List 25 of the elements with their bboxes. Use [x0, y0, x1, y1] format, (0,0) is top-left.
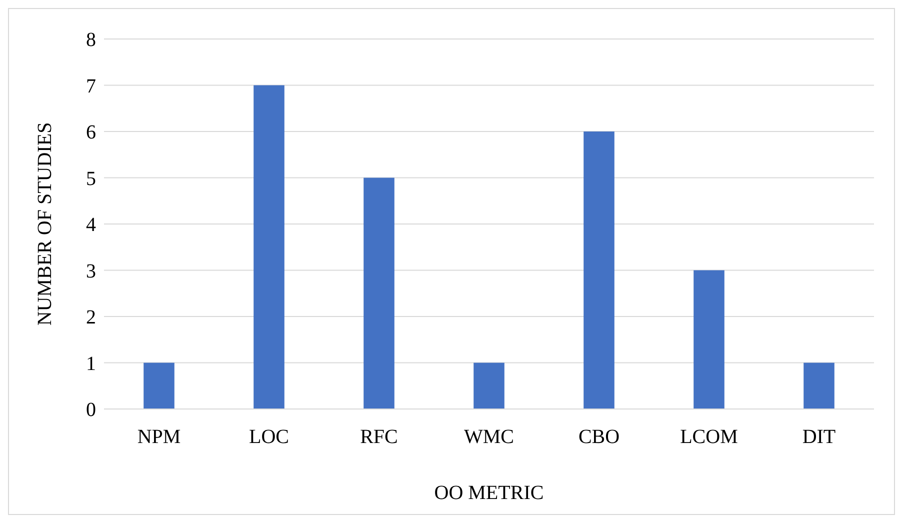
y-axis-title: NUMBER OF STUDIES	[34, 122, 56, 326]
y-tick-label: 1	[86, 352, 96, 375]
x-tick-label: NPM	[137, 426, 181, 448]
bar	[584, 132, 614, 409]
bar	[804, 362, 834, 409]
bar	[694, 270, 724, 409]
bar	[364, 178, 394, 409]
x-tick-label: RFC	[360, 426, 398, 448]
y-tick-label: 2	[86, 306, 96, 329]
y-tick-label: 6	[86, 122, 96, 144]
y-tick-label: 7	[86, 75, 96, 98]
x-tick-label: CBO	[578, 426, 620, 448]
y-tick-label: 4	[86, 214, 96, 236]
x-tick-label: DIT	[802, 426, 836, 448]
y-tick-label: 5	[86, 168, 96, 190]
y-tick-label: 3	[86, 260, 96, 282]
bar	[474, 362, 504, 409]
x-tick-label: LCOM	[680, 426, 738, 448]
y-tick-label: 8	[86, 29, 96, 52]
y-tick-label: 0	[86, 399, 96, 422]
bar	[144, 362, 174, 409]
x-axis-title: OO METRIC	[434, 482, 544, 504]
bar	[254, 85, 284, 409]
x-tick-label: WMC	[464, 426, 514, 448]
x-tick-label: LOC	[249, 426, 289, 448]
